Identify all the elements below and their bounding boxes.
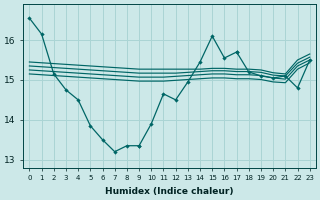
X-axis label: Humidex (Indice chaleur): Humidex (Indice chaleur) xyxy=(105,187,234,196)
